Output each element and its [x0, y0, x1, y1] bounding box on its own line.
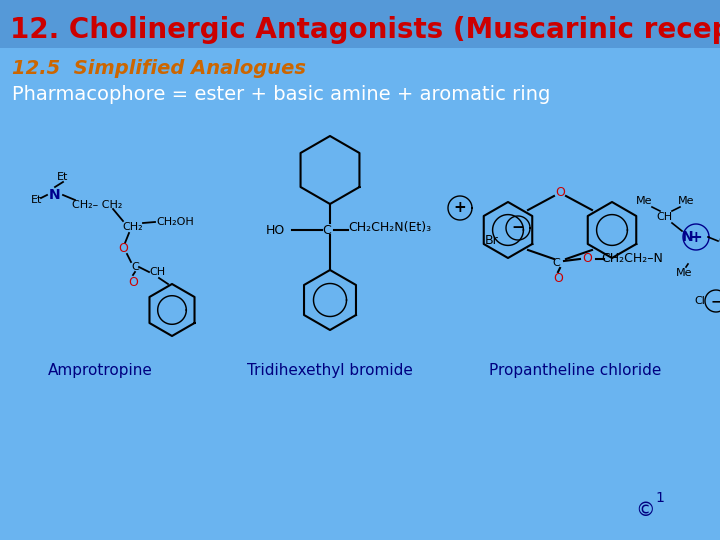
Text: +: + — [690, 230, 703, 245]
Text: N: N — [682, 230, 694, 244]
Text: Propantheline chloride: Propantheline chloride — [489, 362, 661, 377]
Text: CH₂OH: CH₂OH — [156, 217, 194, 227]
Text: Me: Me — [676, 268, 692, 278]
Text: Pharmacophore = ester + basic amine + aromatic ring: Pharmacophore = ester + basic amine + ar… — [12, 85, 550, 105]
Text: HO: HO — [266, 224, 284, 237]
Text: CH: CH — [149, 267, 165, 277]
Text: CH₂CH₂–N: CH₂CH₂–N — [601, 253, 663, 266]
Text: Cl: Cl — [695, 296, 706, 306]
Text: Br: Br — [485, 233, 499, 246]
Text: CH₂CH₂N(Et)₃: CH₂CH₂N(Et)₃ — [348, 221, 431, 234]
Text: 1: 1 — [656, 491, 665, 505]
Text: +: + — [454, 200, 467, 215]
Text: −: − — [710, 294, 720, 308]
Text: O: O — [128, 275, 138, 288]
Text: O: O — [555, 186, 565, 199]
Text: O: O — [582, 253, 592, 266]
Text: O: O — [553, 273, 563, 286]
Text: C: C — [131, 262, 139, 272]
Text: Tridihexethyl bromide: Tridihexethyl bromide — [247, 362, 413, 377]
Text: 12.5  Simplified Analogues: 12.5 Simplified Analogues — [12, 58, 306, 78]
Text: CH₂: CH₂ — [122, 222, 143, 232]
Text: O: O — [118, 242, 128, 255]
Text: CH: CH — [718, 236, 720, 246]
Text: Me: Me — [678, 196, 694, 206]
Text: CH₂– CH₂: CH₂– CH₂ — [72, 200, 122, 210]
Text: ©: © — [635, 501, 654, 519]
Text: Amprotropine: Amprotropine — [48, 362, 153, 377]
Text: Et: Et — [31, 195, 42, 205]
Text: 12. Cholinergic Antagonists (Muscarinic receptor): 12. Cholinergic Antagonists (Muscarinic … — [10, 16, 720, 44]
Text: −: − — [512, 220, 524, 235]
Text: CH: CH — [656, 212, 672, 222]
Text: Et: Et — [58, 172, 68, 182]
Bar — [0, 0, 720, 48]
Text: N: N — [49, 188, 60, 202]
Text: C: C — [323, 224, 331, 237]
Text: Me: Me — [636, 196, 652, 206]
Text: C: C — [552, 258, 560, 268]
